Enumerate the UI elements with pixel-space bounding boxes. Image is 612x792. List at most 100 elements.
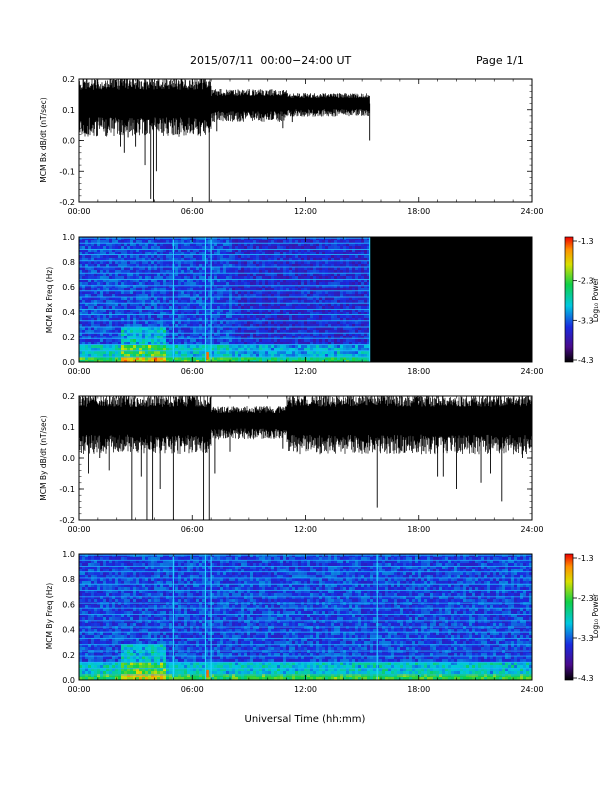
- spectrogram-cell: [328, 342, 331, 345]
- spectrogram-cell: [85, 647, 88, 650]
- spectrogram-cell: [97, 638, 100, 641]
- spectrogram-cell: [304, 345, 307, 348]
- spectrogram-cell: [151, 267, 154, 270]
- spectrogram-cell: [262, 288, 265, 291]
- spectrogram-cell: [349, 357, 352, 360]
- spectrogram-cell: [115, 333, 118, 336]
- spectrogram-cell: [298, 321, 301, 324]
- spectrogram-cell: [220, 342, 223, 345]
- spectrogram-cell: [208, 261, 211, 264]
- spectrogram-cell: [283, 273, 286, 276]
- spectrogram-cell: [280, 291, 283, 294]
- spectrogram-cell: [361, 276, 364, 279]
- spectrogram-cell: [217, 330, 220, 333]
- spectrogram-cell: [175, 327, 178, 330]
- spectrogram-cell: [265, 333, 268, 336]
- spectrogram-cell: [244, 345, 247, 348]
- spectrogram-cell: [358, 348, 361, 351]
- spectrogram-cell: [289, 294, 292, 297]
- spectrogram-cell: [166, 276, 169, 279]
- spectrogram-cell: [268, 273, 271, 276]
- spectrogram-cell: [118, 327, 121, 330]
- spectrogram-cell: [91, 270, 94, 273]
- spectrogram-cell: [103, 261, 106, 264]
- spectrogram-cell: [322, 267, 325, 270]
- spectrogram-cell: [358, 318, 361, 321]
- spectrogram-cell: [361, 348, 364, 351]
- spectrogram-cell: [262, 279, 265, 282]
- spectrogram-cell: [328, 291, 331, 294]
- spectrogram-cell: [100, 572, 103, 575]
- spectrogram-cell: [97, 641, 100, 644]
- spectrogram-cell: [103, 617, 106, 620]
- spectrogram-cell: [85, 249, 88, 252]
- spectrogram-cell: [100, 336, 103, 339]
- spectrogram-cell: [130, 306, 133, 309]
- spectrogram-cell: [301, 345, 304, 348]
- spectrogram-cell: [238, 288, 241, 291]
- spectrogram-cell: [223, 321, 226, 324]
- spectrogram-cell: [268, 360, 271, 362]
- spectrogram-cell: [133, 261, 136, 264]
- spectrogram-cell: [226, 336, 229, 339]
- spectrogram-cell: [265, 342, 268, 345]
- spectrogram-cell: [298, 312, 301, 315]
- spectrogram-cell: [82, 336, 85, 339]
- spectrogram-cell: [151, 297, 154, 300]
- spectrogram-cell: [310, 321, 313, 324]
- spectrogram-cell: [355, 360, 358, 362]
- spectrogram-cell: [157, 321, 160, 324]
- spectrogram-cell: [148, 303, 151, 306]
- spectrogram-cell: [292, 255, 295, 258]
- spectrogram-cell: [124, 336, 127, 339]
- spectrogram-cell: [82, 575, 85, 578]
- spectrogram-cell: [91, 605, 94, 608]
- spectrogram-cell: [85, 255, 88, 258]
- spectrogram-cell: [112, 282, 115, 285]
- spectrogram-cell: [277, 330, 280, 333]
- spectrogram-cell: [103, 569, 106, 572]
- spectrogram-cell: [85, 282, 88, 285]
- spectrogram-cell: [181, 306, 184, 309]
- spectrogram-cell: [244, 288, 247, 291]
- spectrogram-cell: [292, 327, 295, 330]
- spectrogram-cell: [184, 249, 187, 252]
- spectrogram-cell: [280, 246, 283, 249]
- spectrogram-cell: [241, 327, 244, 330]
- spectrogram-cell: [169, 336, 172, 339]
- spectrogram-cell: [253, 297, 256, 300]
- spectrogram-cell: [355, 357, 358, 360]
- spectrogram-cell: [130, 309, 133, 312]
- spectrogram-cell: [202, 345, 205, 348]
- spectrogram-cell: [178, 306, 181, 309]
- spectrogram-cell: [88, 590, 91, 593]
- spectrogram-cell: [130, 339, 133, 342]
- spectrogram-cell: [247, 303, 250, 306]
- spectrogram-cell: [334, 276, 337, 279]
- spectrogram-cell: [307, 327, 310, 330]
- spectrogram-cell: [340, 354, 343, 357]
- spectrogram-cell: [340, 252, 343, 255]
- spectrogram-cell: [307, 342, 310, 345]
- spectrogram-cell: [91, 557, 94, 560]
- spectrogram-cell: [97, 593, 100, 596]
- spectrogram-cell: [187, 279, 190, 282]
- spectrogram-cell: [88, 644, 91, 647]
- spectrogram-cell: [250, 294, 253, 297]
- spectrogram-cell: [349, 276, 352, 279]
- spectrogram-cell: [109, 303, 112, 306]
- spectrogram-cell: [349, 303, 352, 306]
- spectrogram-cell: [193, 327, 196, 330]
- spectrogram-cell: [250, 312, 253, 315]
- spectrogram-cell: [352, 261, 355, 264]
- spectrogram-cell: [190, 270, 193, 273]
- spectrogram-cell: [217, 351, 220, 354]
- spectrogram-cell: [256, 354, 259, 357]
- spectrogram-cell: [250, 291, 253, 294]
- spectrogram-cell: [175, 324, 178, 327]
- spectrogram-cell: [187, 276, 190, 279]
- spectrogram-cell: [130, 264, 133, 267]
- spectrogram-cell: [124, 303, 127, 306]
- spectrogram-cell: [298, 303, 301, 306]
- spectrogram-cell: [124, 300, 127, 303]
